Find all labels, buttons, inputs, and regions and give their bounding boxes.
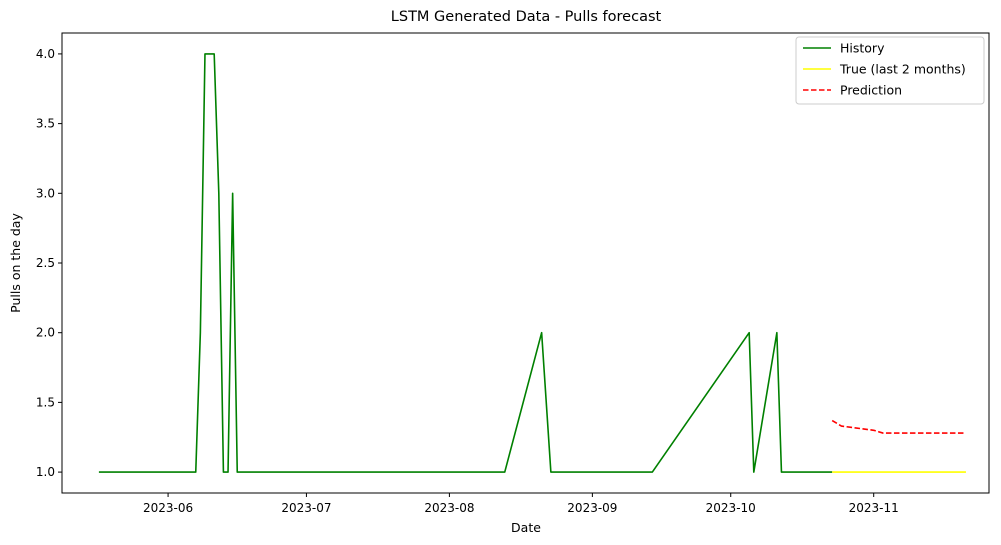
series-line-history bbox=[98, 53, 833, 473]
legend: History True (last 2 months) Prediction bbox=[795, 36, 985, 105]
legend-label: True (last 2 months) bbox=[839, 62, 966, 77]
x-tick-label: 2023-09 bbox=[567, 501, 617, 515]
y-tick-label: 2.5 bbox=[36, 256, 55, 270]
x-tick-label: 2023-06 bbox=[143, 501, 193, 515]
y-tick-label: 3.5 bbox=[36, 117, 55, 131]
chart-title: LSTM Generated Data - Pulls forecast bbox=[391, 9, 662, 25]
x-tick-label: 2023-11 bbox=[849, 501, 899, 515]
x-tick-label: 2023-07 bbox=[281, 501, 331, 515]
legend-label: History bbox=[840, 41, 885, 56]
x-tick-label: 2023-08 bbox=[424, 501, 474, 515]
series-line-prediction bbox=[831, 419, 966, 434]
y-tick-label: 3.0 bbox=[36, 186, 55, 200]
x-tick-label: 2023-10 bbox=[706, 501, 756, 515]
x-axis-label: Date bbox=[511, 520, 541, 535]
y-axis-label: Pulls on the day bbox=[8, 213, 23, 313]
legend-label: Prediction bbox=[840, 83, 902, 98]
x-axis-ticks: 2023-06 2023-07 2023-08 2023-09 2023-10 2023-… bbox=[143, 493, 899, 515]
y-tick-label: 1.5 bbox=[36, 395, 55, 409]
y-tick-label: 1.0 bbox=[36, 465, 55, 479]
series-layer bbox=[98, 53, 966, 473]
y-axis-ticks: 1.0 1.5 2.0 2.5 3.0 3.5 4.0 bbox=[36, 47, 62, 479]
legend-box bbox=[795, 36, 985, 105]
y-tick-label: 2.0 bbox=[36, 326, 55, 340]
y-tick-label: 4.0 bbox=[36, 47, 55, 61]
